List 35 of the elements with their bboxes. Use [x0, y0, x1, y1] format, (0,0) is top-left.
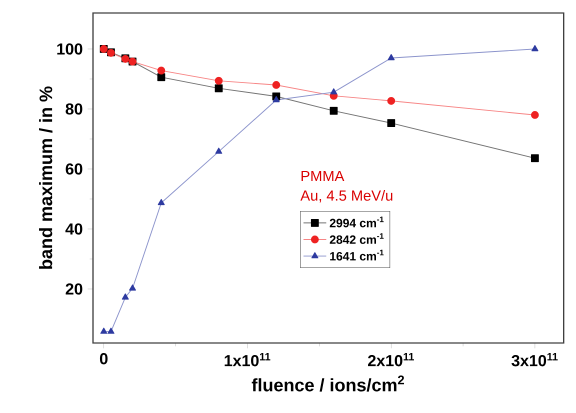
point — [531, 45, 538, 52]
annotation: PMMA — [302, 170, 344, 182]
y-tick-label: 80 — [66, 103, 82, 115]
point — [122, 293, 129, 300]
x-tick-label: 2x10$^{11}$ — [368, 353, 414, 366]
y-tick-label: 20 — [66, 283, 82, 295]
point — [272, 81, 280, 89]
point — [330, 106, 338, 115]
point — [387, 119, 396, 128]
y-tick-label: 60 — [66, 163, 82, 175]
x-tick-label: 1x10$^{11}$ — [224, 353, 270, 366]
legend-label: 1641 cm$^{-1}$ — [330, 250, 384, 261]
point — [215, 148, 222, 154]
point — [214, 84, 223, 92]
point — [330, 88, 338, 94]
point — [272, 96, 280, 102]
x-tick-label: 3x10$^{11}$ — [512, 353, 558, 366]
point — [388, 54, 395, 60]
point — [158, 198, 165, 206]
legend-label: 2994 cm$^{-1}$ — [330, 216, 384, 228]
point — [129, 284, 136, 291]
y-tick-label: 100 — [57, 43, 82, 55]
y-axis-title: band maximum / in % — [39, 86, 52, 269]
point — [100, 328, 108, 334]
annotation: Au, 4.5 MeV/u — [300, 190, 392, 202]
x-axis-title: fluence / ions/cm$^{2}$ — [252, 376, 404, 392]
point — [387, 96, 396, 105]
legend-label: 2842 cm$^{-1}$ — [330, 233, 384, 244]
point — [530, 111, 539, 119]
point — [530, 154, 539, 162]
x-tick-label: 0 — [100, 353, 108, 364]
point — [157, 66, 166, 75]
point — [214, 76, 223, 85]
y-tick-label: 40 — [65, 223, 82, 235]
point — [107, 328, 114, 334]
